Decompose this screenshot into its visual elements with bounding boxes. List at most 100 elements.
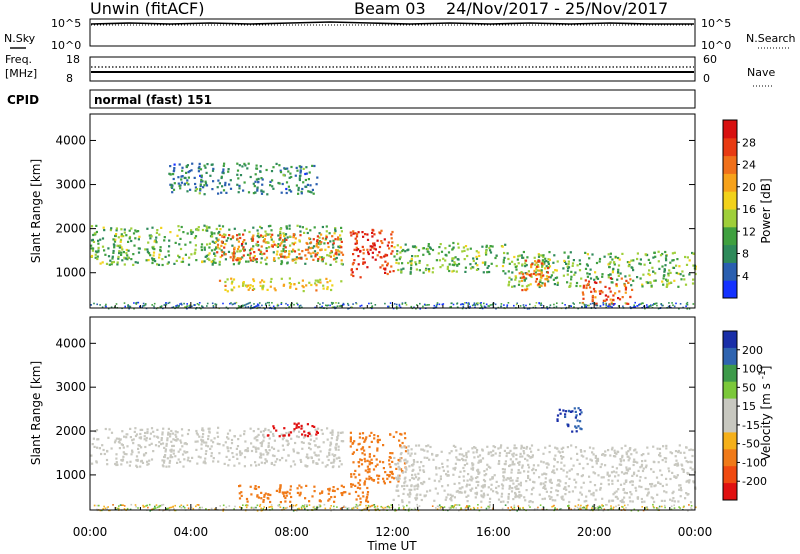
- velocity-cell: [300, 460, 303, 463]
- power-cell: [302, 181, 305, 184]
- velocity-cell: [610, 507, 612, 510]
- power-cell: [352, 253, 355, 256]
- power-cell: [686, 303, 689, 306]
- velocity-cell: [408, 479, 411, 482]
- velocity-cell: [512, 482, 515, 485]
- velocity-cell: [583, 506, 585, 509]
- velocity-cell: [579, 449, 582, 452]
- power-cell: [295, 287, 298, 290]
- velocity-cell: [365, 504, 367, 507]
- velocity-cell: [244, 504, 247, 507]
- power-cell: [255, 260, 258, 264]
- velocity-cell: [292, 460, 295, 463]
- velocity-cell: [239, 434, 242, 437]
- power-cell: [251, 285, 254, 288]
- power-cell: [299, 230, 302, 233]
- date-range: 24/Nov/2017 - 25/Nov/2017: [446, 0, 668, 18]
- power-cell: [303, 231, 306, 234]
- velocity-cell: [519, 455, 522, 458]
- velocity-cell: [586, 504, 589, 507]
- power-cell: [521, 289, 524, 292]
- velocity-cell: [372, 479, 376, 482]
- velocity-cell: [349, 438, 352, 441]
- power-cell: [146, 248, 149, 251]
- velocity-cell: [407, 452, 410, 455]
- velocity-cell: [342, 440, 345, 443]
- power-cell: [390, 245, 393, 248]
- power-cell: [618, 298, 622, 301]
- power-cell: [211, 169, 215, 172]
- power-cell: [388, 247, 391, 250]
- power-cell: [315, 243, 318, 246]
- power-cell: [627, 281, 630, 284]
- velocity-cell: [321, 461, 324, 464]
- power-cell: [130, 227, 133, 230]
- power-cell: [306, 242, 309, 245]
- power-cell: [283, 237, 287, 240]
- power-cell: [452, 303, 455, 306]
- power-cell: [487, 305, 489, 307]
- velocity-cell: [135, 505, 137, 508]
- power-cell: [330, 250, 333, 253]
- velocity-cell: [300, 424, 303, 427]
- power-cell: [211, 163, 214, 166]
- power-cell: [340, 251, 343, 254]
- power-cell: [281, 182, 284, 186]
- power-cell: [265, 302, 267, 305]
- power-cell: [238, 164, 241, 167]
- velocity-cell: [606, 504, 608, 506]
- velocity-cell: [150, 427, 154, 430]
- velocity-cell: [179, 439, 182, 442]
- velocity-cell: [604, 464, 607, 467]
- power-cell: [129, 305, 132, 308]
- power-cell: [384, 260, 387, 263]
- velocity-cell: [622, 506, 624, 508]
- power-cell: [236, 169, 240, 172]
- velocity-cell: [275, 429, 278, 432]
- power-cell: [585, 286, 588, 290]
- power-cell: [389, 302, 392, 304]
- velocity-cell: [671, 499, 674, 502]
- power-cell: [613, 261, 616, 264]
- velocity-cell: [476, 476, 479, 479]
- velocity-cell: [389, 433, 392, 436]
- velocity-cell: [156, 435, 159, 438]
- velocity-cell: [259, 453, 262, 457]
- power-cell: [555, 269, 558, 272]
- velocity-cell: [296, 451, 299, 454]
- power-cell: [316, 279, 319, 282]
- velocity-cell: [338, 459, 342, 463]
- velocity-cell: [518, 496, 521, 499]
- velocity-cell: [130, 503, 133, 506]
- power-cell: [222, 164, 225, 167]
- power-cell: [310, 283, 313, 287]
- power-cell: [319, 303, 321, 306]
- power-cell: [322, 284, 325, 287]
- velocity-cell: [695, 506, 697, 509]
- power-cell: [111, 261, 114, 264]
- power-cell: [681, 270, 684, 273]
- x-tick-label: 08:00: [274, 525, 309, 539]
- velocity-cell: [391, 472, 394, 476]
- velocity-cell: [398, 508, 400, 510]
- power-cell: [212, 259, 215, 262]
- power-cell: [503, 304, 505, 306]
- velocity-cell: [336, 506, 338, 508]
- power-cell: [172, 173, 175, 176]
- velocity-cell: [471, 468, 474, 471]
- power-cell: [471, 304, 474, 307]
- velocity-cell: [366, 500, 370, 503]
- power-cell: [399, 306, 402, 309]
- velocity-cell: [115, 461, 118, 464]
- velocity-cell: [292, 430, 295, 433]
- velocity-cell: [208, 430, 211, 433]
- power-cell: [273, 257, 276, 260]
- power-cell: [281, 239, 284, 242]
- velocity-cell: [328, 453, 331, 457]
- power-cell: [648, 273, 651, 277]
- velocity-cell: [458, 504, 461, 506]
- velocity-cell: [576, 473, 579, 476]
- power-cell: [609, 261, 612, 264]
- power-cell: [235, 301, 238, 304]
- power-cell: [366, 266, 369, 269]
